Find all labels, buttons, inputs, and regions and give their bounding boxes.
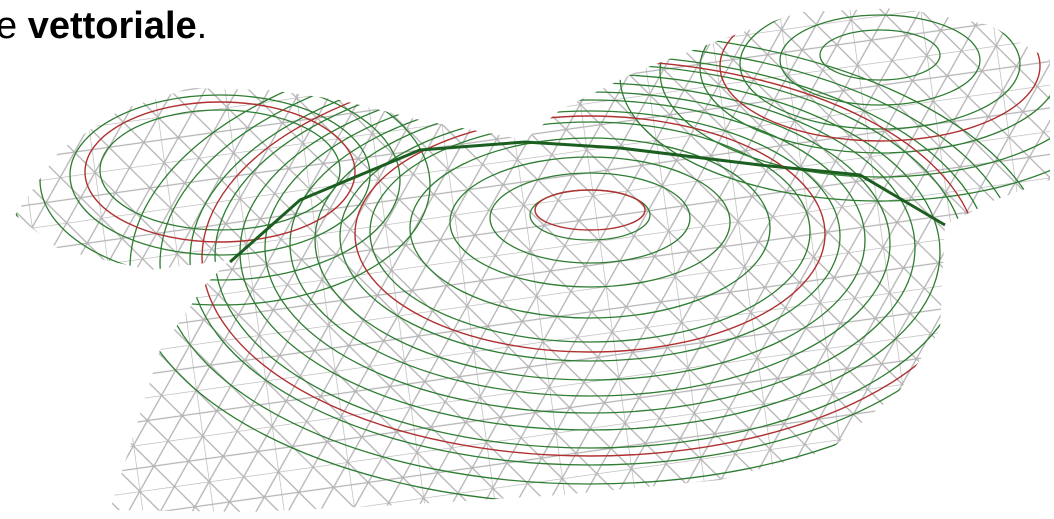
ridge-line: [229, 140, 946, 264]
caption-end: .: [197, 5, 208, 47]
caption-bold: vettoriale: [28, 5, 197, 47]
caption-lead: e: [0, 5, 28, 47]
caption: e vettoriale.: [0, 5, 207, 47]
